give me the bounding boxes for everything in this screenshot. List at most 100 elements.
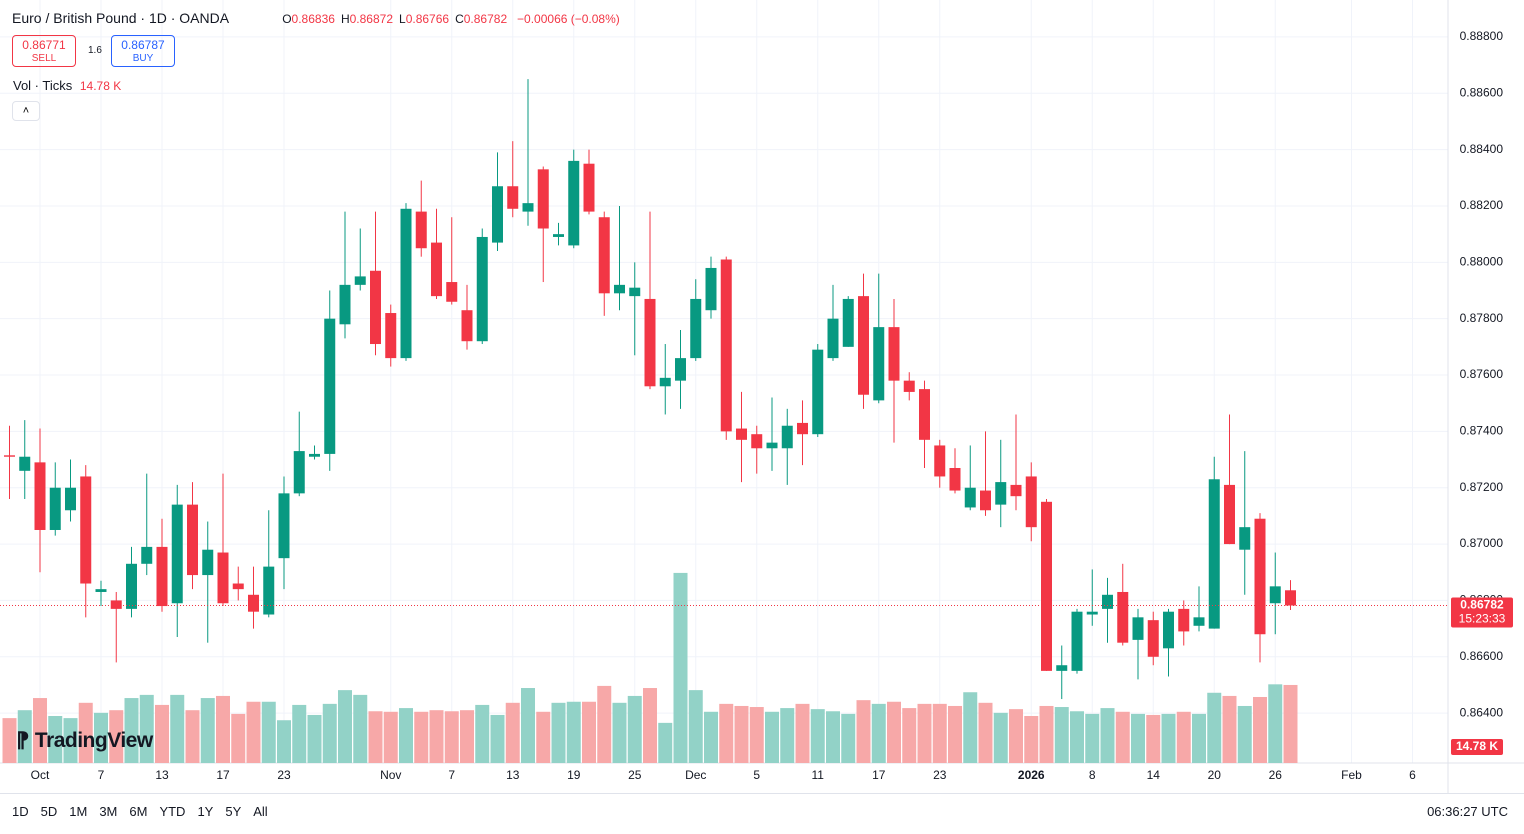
symbol-title[interactable]: Euro / British Pound · 1D · OANDA: [12, 10, 229, 26]
volume-bar: [582, 701, 596, 763]
range-button[interactable]: All: [253, 804, 268, 819]
volume-bar: [261, 701, 276, 763]
sell-label: SELL: [31, 53, 57, 64]
volume-bar: [1024, 716, 1039, 763]
candle-body: [736, 428, 747, 440]
candle-body: [263, 566, 275, 615]
candle-body: [1025, 476, 1037, 528]
x-tick-label: 23: [277, 768, 291, 782]
volume-bar: [749, 707, 764, 763]
collapse-button[interactable]: ˄: [12, 101, 40, 121]
candle-body: [293, 451, 305, 494]
last-price-label: 0.86782: [1460, 598, 1504, 612]
candle-body: [980, 490, 991, 511]
candle-body: [690, 298, 702, 359]
volume-bar: [658, 722, 673, 763]
candle-body: [141, 546, 153, 564]
x-tick-label: Feb: [1341, 768, 1362, 782]
volume-bar: [155, 704, 169, 763]
y-tick-label: 0.86400: [1460, 705, 1504, 719]
volume-bar: [200, 698, 215, 763]
volume-bar: [505, 702, 520, 763]
legend: Euro / British Pound · 1D · OANDA O0.868…: [12, 10, 620, 26]
volume-bar: [856, 700, 871, 763]
candle-body: [1163, 611, 1174, 649]
x-tick-label: Dec: [685, 768, 706, 782]
y-tick-label: 0.86600: [1460, 649, 1504, 663]
volume-bar: [1070, 711, 1084, 763]
candle-body: [1132, 617, 1144, 640]
candle-body: [751, 434, 763, 449]
candle-body: [400, 208, 412, 359]
candle-body: [1178, 608, 1190, 632]
candle-body: [949, 467, 961, 491]
x-tick-label: 20: [1208, 768, 1222, 782]
volume-bar: [322, 703, 337, 763]
volume-bar: [1192, 713, 1206, 763]
volume-bar: [1268, 684, 1283, 763]
volume-axis-label: 14.78 K: [1456, 739, 1498, 753]
range-button[interactable]: 1M: [69, 804, 88, 819]
y-tick-label: 0.87800: [1460, 311, 1504, 325]
candle-body: [446, 282, 458, 302]
volume-bar: [460, 710, 474, 763]
volume-bar: [1115, 711, 1130, 763]
volume-bar: [673, 572, 688, 763]
volume-bar: [48, 716, 63, 763]
volume-bar: [780, 708, 795, 763]
y-tick-label: 0.88200: [1460, 198, 1504, 212]
x-tick-label: 8: [1089, 768, 1096, 782]
volume-bar: [810, 709, 825, 763]
volume-bar: [17, 710, 32, 763]
candle-body: [217, 552, 229, 604]
range-button[interactable]: 6M: [129, 804, 148, 819]
volume-bar: [1146, 714, 1161, 763]
range-button[interactable]: 5Y: [225, 804, 242, 819]
candle-body: [309, 453, 320, 457]
candle-body: [522, 203, 534, 212]
volume-bar: [1131, 713, 1145, 763]
volume-value: 14.78 K: [79, 79, 122, 93]
volume-bar: [826, 711, 840, 763]
range-button[interactable]: 1D: [12, 804, 29, 819]
clock: 06:36:27 UTC: [1427, 804, 1508, 819]
candle-body: [95, 589, 107, 592]
candle-body: [797, 422, 808, 435]
candle-body: [1041, 501, 1052, 671]
volume-bar: [627, 695, 642, 763]
x-tick-label: 25: [628, 768, 642, 782]
candle-body: [903, 380, 915, 392]
candle-body: [1102, 594, 1113, 609]
candle-body: [278, 493, 290, 559]
buy-button[interactable]: 0.86787 BUY: [111, 35, 175, 67]
range-button[interactable]: 1Y: [197, 804, 214, 819]
sell-button[interactable]: 0.86771 SELL: [12, 35, 76, 67]
volume-bar: [871, 703, 886, 763]
volume-bar: [353, 694, 368, 763]
volume-bar: [231, 713, 246, 763]
range-button[interactable]: 5D: [40, 804, 58, 819]
x-tick-label: 19: [567, 768, 581, 782]
y-tick-label: 0.87400: [1460, 424, 1504, 438]
candle-body: [766, 442, 778, 449]
volume-bar: [902, 708, 917, 763]
candle-body: [1071, 611, 1083, 671]
volume-bar: [734, 705, 749, 763]
candle-body: [1117, 591, 1129, 643]
last-price-tag: [1451, 597, 1513, 628]
candle-body: [492, 186, 503, 243]
volume-bar: [688, 690, 703, 763]
candle-body: [431, 242, 442, 297]
range-button[interactable]: YTD: [159, 804, 186, 819]
candle-body: [476, 236, 488, 342]
candle-body: [720, 259, 732, 432]
buy-price: 0.86787: [121, 38, 165, 52]
chart: Oct 7 13 17 23 Nov 7 13 19 25 Dec 5 11 17 23 2026 8 14 20 2…: [0, 0, 1524, 793]
volume-bar: [1253, 696, 1267, 763]
candle-body: [842, 298, 854, 347]
volume-bar: [185, 710, 200, 763]
range-button[interactable]: 3M: [99, 804, 118, 819]
volume-bar: [246, 701, 261, 763]
volume-title: Vol · Ticks: [13, 78, 73, 93]
